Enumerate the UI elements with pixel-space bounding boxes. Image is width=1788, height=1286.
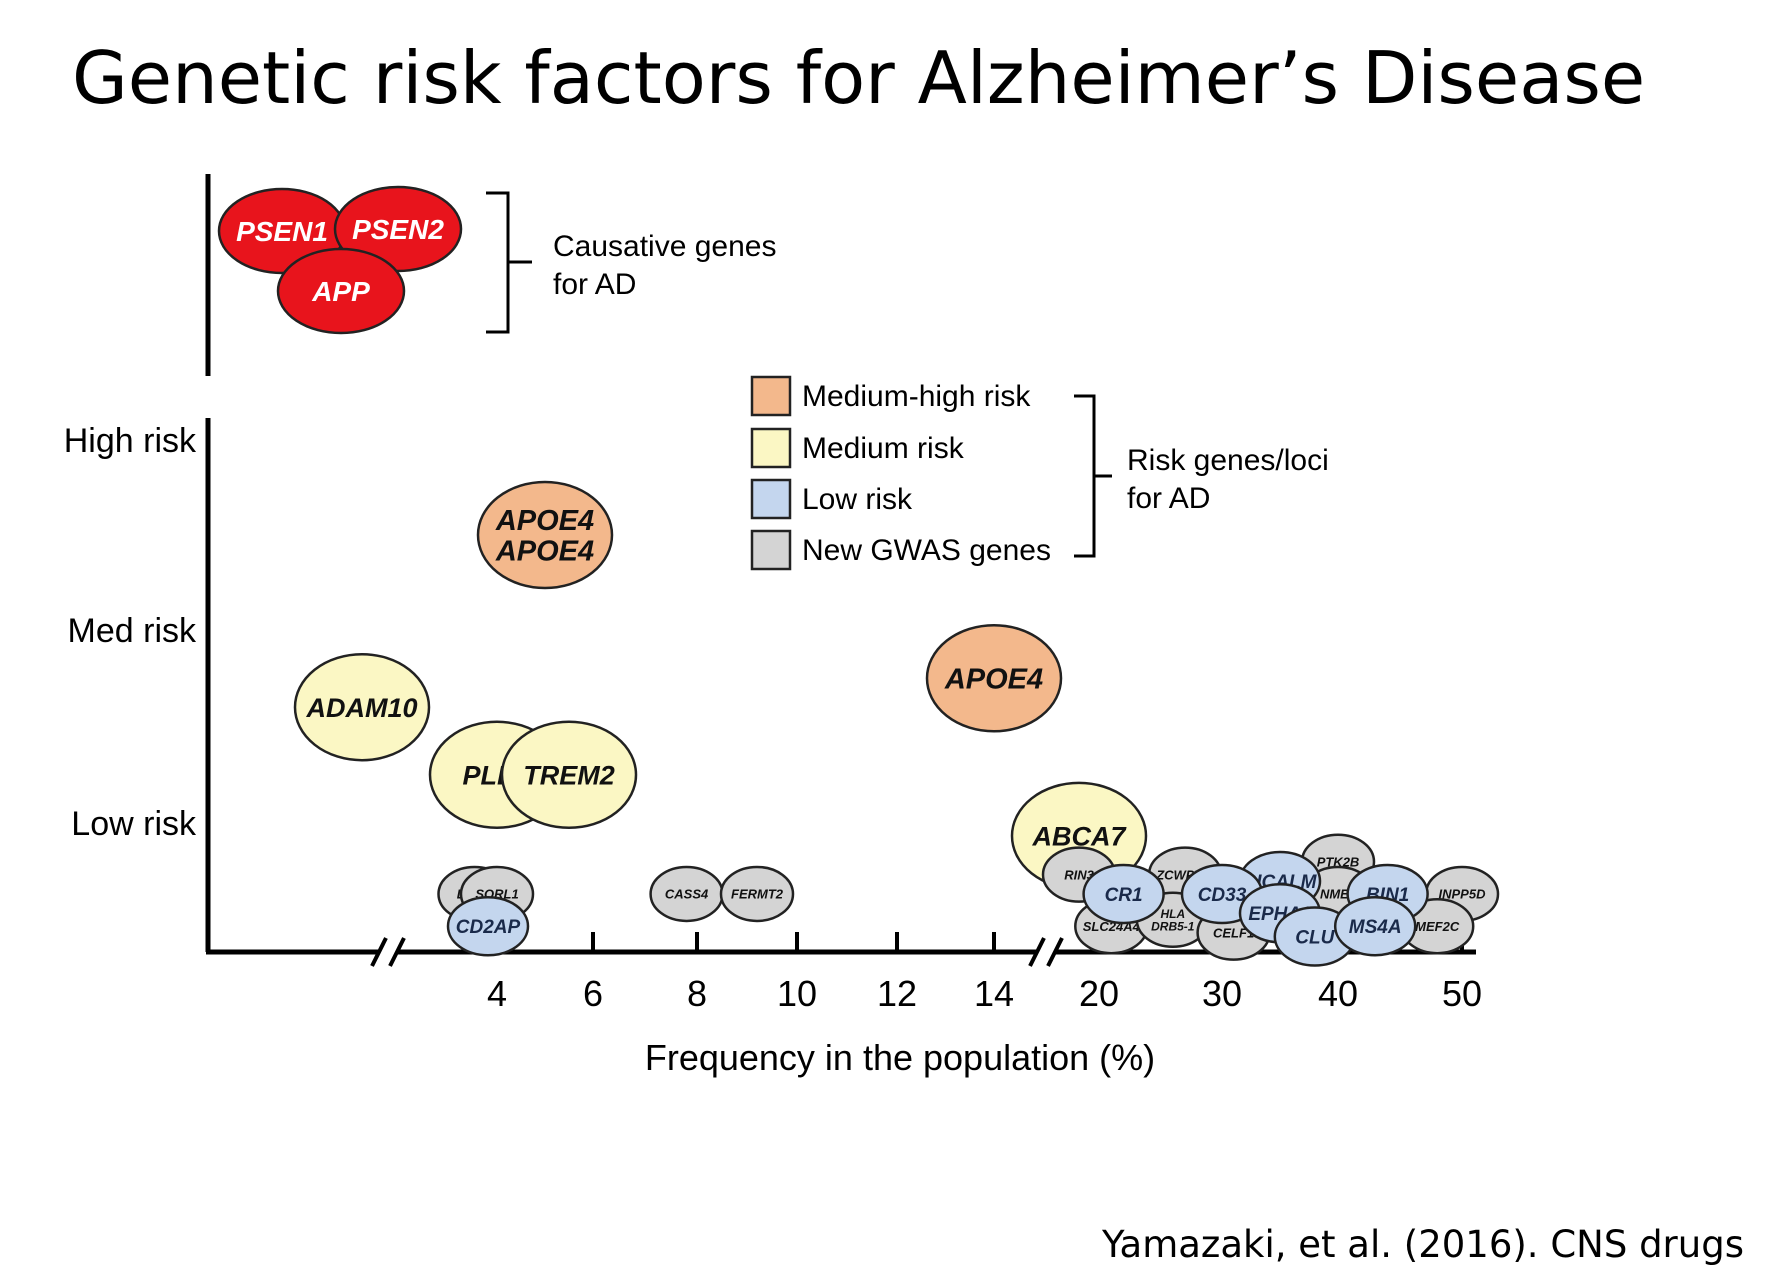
gene-point-cd2ap: CD2AP [446, 895, 530, 957]
x-tick-label-40: 40 [1318, 973, 1358, 1014]
svg-text:Low risk: Low risk [802, 483, 913, 516]
svg-text:HLA: HLA [1160, 907, 1185, 921]
gene-point-apoe4: APOE4 [925, 624, 1063, 733]
svg-text:APOE4: APOE4 [944, 664, 1043, 696]
x-axis-break-2 [1028, 937, 1064, 967]
svg-text:PSEN1: PSEN1 [236, 216, 328, 247]
gene-point-cass4: CASS4 [649, 865, 724, 923]
svg-text:PSEN2: PSEN2 [352, 214, 444, 245]
legend: Medium-high risk Medium risk Low risk New G… [750, 375, 1329, 571]
svg-text:Medium risk: Medium risk [802, 432, 965, 465]
gene-point-cr1: CR1 [1082, 863, 1165, 925]
x-tick-label-8: 8 [687, 973, 707, 1014]
y-level-low-risk: Low risk [71, 805, 197, 843]
citation: Yamazaki, et al. (2016). CNS drugs [1102, 1223, 1744, 1266]
svg-text:CR1: CR1 [1105, 885, 1143, 906]
causative-genes-group: PSEN1 PSEN2 APP Causative genes for AD [217, 185, 776, 335]
svg-text:APOE4: APOE4 [495, 505, 594, 537]
gene-point-adam10: ADAM10 [293, 652, 431, 762]
x-axis-break-1 [370, 937, 406, 967]
svg-text:ADAM10: ADAM10 [305, 693, 417, 723]
legend-item-medium-risk: Medium risk [750, 427, 965, 469]
gene-app: APP [276, 247, 406, 335]
gene-points: APOE4APOE4APOE4ADAM10PLD3TREM2ABCA7DSG2S… [293, 480, 1500, 967]
legend-group-label-line-2: for AD [1127, 482, 1210, 515]
svg-text:CELF1: CELF1 [1213, 925, 1254, 940]
svg-text:RIN3: RIN3 [1064, 867, 1094, 882]
legend-group-label-line-1: Risk genes/loci [1127, 444, 1329, 477]
x-tick-label-6: 6 [583, 973, 603, 1014]
legend-bracket [1074, 394, 1112, 558]
legend-item-medium-high-risk: Medium-high risk [750, 375, 1031, 417]
gene-point-fermt2: FERMT2 [719, 865, 795, 923]
x-ticks: 4 6 8 10 12 14 20 30 40 50 [487, 932, 1482, 1014]
causative-label-line-2: for AD [553, 268, 636, 301]
gene-point-ms4a: MS4A [1333, 895, 1417, 957]
svg-text:Medium-high risk: Medium-high risk [802, 380, 1031, 413]
svg-text:CLU: CLU [1295, 927, 1335, 948]
x-tick-label-30: 30 [1202, 973, 1242, 1014]
svg-text:CASS4: CASS4 [665, 887, 709, 902]
axes [205, 174, 1476, 967]
svg-text:MEF2C: MEF2C [1415, 919, 1460, 934]
causative-bracket [486, 191, 532, 334]
svg-text:New GWAS genes: New GWAS genes [802, 534, 1051, 567]
x-tick-label-20: 20 [1079, 973, 1119, 1014]
x-tick-label-50: 50 [1442, 973, 1482, 1014]
svg-text:MS4A: MS4A [1349, 917, 1402, 938]
x-tick-label-12: 12 [877, 973, 917, 1014]
y-level-high-risk: High risk [64, 422, 197, 460]
x-tick-label-14: 14 [974, 973, 1014, 1014]
svg-text:APOE4: APOE4 [495, 536, 594, 568]
legend-item-low-risk: Low risk [750, 478, 913, 520]
gene-point-cd33: CD33 [1180, 863, 1264, 925]
y-level-labels: High risk Med risk Low risk [64, 422, 197, 843]
svg-text:FERMT2: FERMT2 [731, 887, 784, 902]
x-axis-label: Frequency in the population (%) [645, 1037, 1155, 1078]
gene-psen2: PSEN2 [333, 185, 463, 273]
legend-item-new-gwas-genes: New GWAS genes [750, 529, 1051, 571]
x-tick-label-10: 10 [777, 973, 817, 1014]
svg-text:CD2AP: CD2AP [456, 917, 521, 938]
svg-text:TREM2: TREM2 [523, 760, 615, 790]
svg-text:APP: APP [311, 276, 370, 307]
svg-text:DRB5-1: DRB5-1 [1151, 919, 1195, 933]
svg-text:INPP5D: INPP5D [1439, 887, 1487, 902]
slide-title: Genetic risk factors for Alzheimer’s Dis… [72, 36, 1646, 120]
svg-text:CD33: CD33 [1198, 885, 1247, 906]
y-level-med-risk: Med risk [68, 612, 197, 650]
svg-text:PTK2B: PTK2B [1317, 854, 1360, 869]
causative-label-line-1: Causative genes [553, 230, 776, 263]
gene-point-trem2: TREM2 [500, 720, 638, 829]
x-tick-label-4: 4 [487, 973, 507, 1014]
